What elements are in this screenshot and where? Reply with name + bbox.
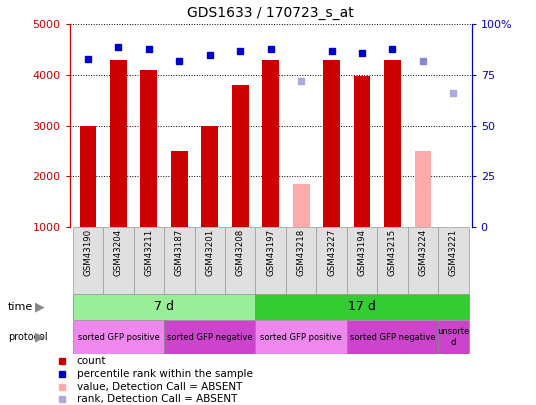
Bar: [164, 227, 195, 294]
Text: GSM43224: GSM43224: [419, 229, 427, 276]
Text: protocol: protocol: [8, 332, 48, 342]
Bar: [256, 294, 468, 320]
Bar: [73, 294, 256, 320]
Bar: [377, 227, 408, 294]
Bar: [164, 320, 256, 354]
Text: ▶: ▶: [35, 330, 45, 344]
Text: sorted GFP negative: sorted GFP negative: [167, 333, 252, 342]
Bar: [103, 227, 133, 294]
Text: time: time: [8, 302, 33, 312]
Text: value, Detection Call = ABSENT: value, Detection Call = ABSENT: [77, 382, 242, 392]
Text: sorted GFP positive: sorted GFP positive: [78, 333, 159, 342]
Text: GSM43211: GSM43211: [144, 229, 153, 276]
Text: 7 d: 7 d: [154, 300, 174, 313]
Bar: [256, 320, 347, 354]
Text: GSM43227: GSM43227: [327, 229, 336, 276]
Bar: [73, 227, 103, 294]
Bar: [384, 60, 401, 227]
Text: sorted GFP positive: sorted GFP positive: [260, 333, 342, 342]
Text: sorted GFP negative: sorted GFP negative: [349, 333, 435, 342]
Bar: [195, 227, 225, 294]
Text: count: count: [77, 356, 106, 367]
Text: GSM43215: GSM43215: [388, 229, 397, 276]
Bar: [316, 227, 347, 294]
Text: GSM43190: GSM43190: [84, 229, 92, 276]
Bar: [438, 227, 468, 294]
Text: GSM43194: GSM43194: [358, 229, 367, 276]
Text: GSM43204: GSM43204: [114, 229, 123, 276]
Title: GDS1633 / 170723_s_at: GDS1633 / 170723_s_at: [187, 6, 354, 21]
Bar: [133, 227, 164, 294]
Bar: [73, 320, 164, 354]
Bar: [347, 227, 377, 294]
Text: GSM43218: GSM43218: [296, 229, 306, 276]
Text: unsorte
d: unsorte d: [437, 328, 470, 347]
Bar: [202, 126, 218, 227]
Text: 17 d: 17 d: [348, 300, 376, 313]
Bar: [232, 85, 249, 227]
Bar: [414, 151, 431, 227]
Text: GSM43221: GSM43221: [449, 229, 458, 276]
Bar: [79, 126, 96, 227]
Bar: [262, 60, 279, 227]
Text: rank, Detection Call = ABSENT: rank, Detection Call = ABSENT: [77, 394, 237, 404]
Text: percentile rank within the sample: percentile rank within the sample: [77, 369, 252, 379]
Bar: [293, 184, 309, 227]
Bar: [110, 60, 127, 227]
Bar: [256, 227, 286, 294]
Bar: [140, 70, 157, 227]
Bar: [438, 320, 468, 354]
Bar: [171, 151, 188, 227]
Bar: [347, 320, 438, 354]
Text: GSM43201: GSM43201: [205, 229, 214, 276]
Bar: [354, 76, 370, 227]
Bar: [225, 227, 256, 294]
Text: GSM43208: GSM43208: [236, 229, 245, 276]
Text: GSM43187: GSM43187: [175, 229, 184, 276]
Bar: [408, 227, 438, 294]
Text: GSM43197: GSM43197: [266, 229, 275, 276]
Text: ▶: ▶: [35, 300, 45, 313]
Bar: [323, 60, 340, 227]
Bar: [286, 227, 316, 294]
